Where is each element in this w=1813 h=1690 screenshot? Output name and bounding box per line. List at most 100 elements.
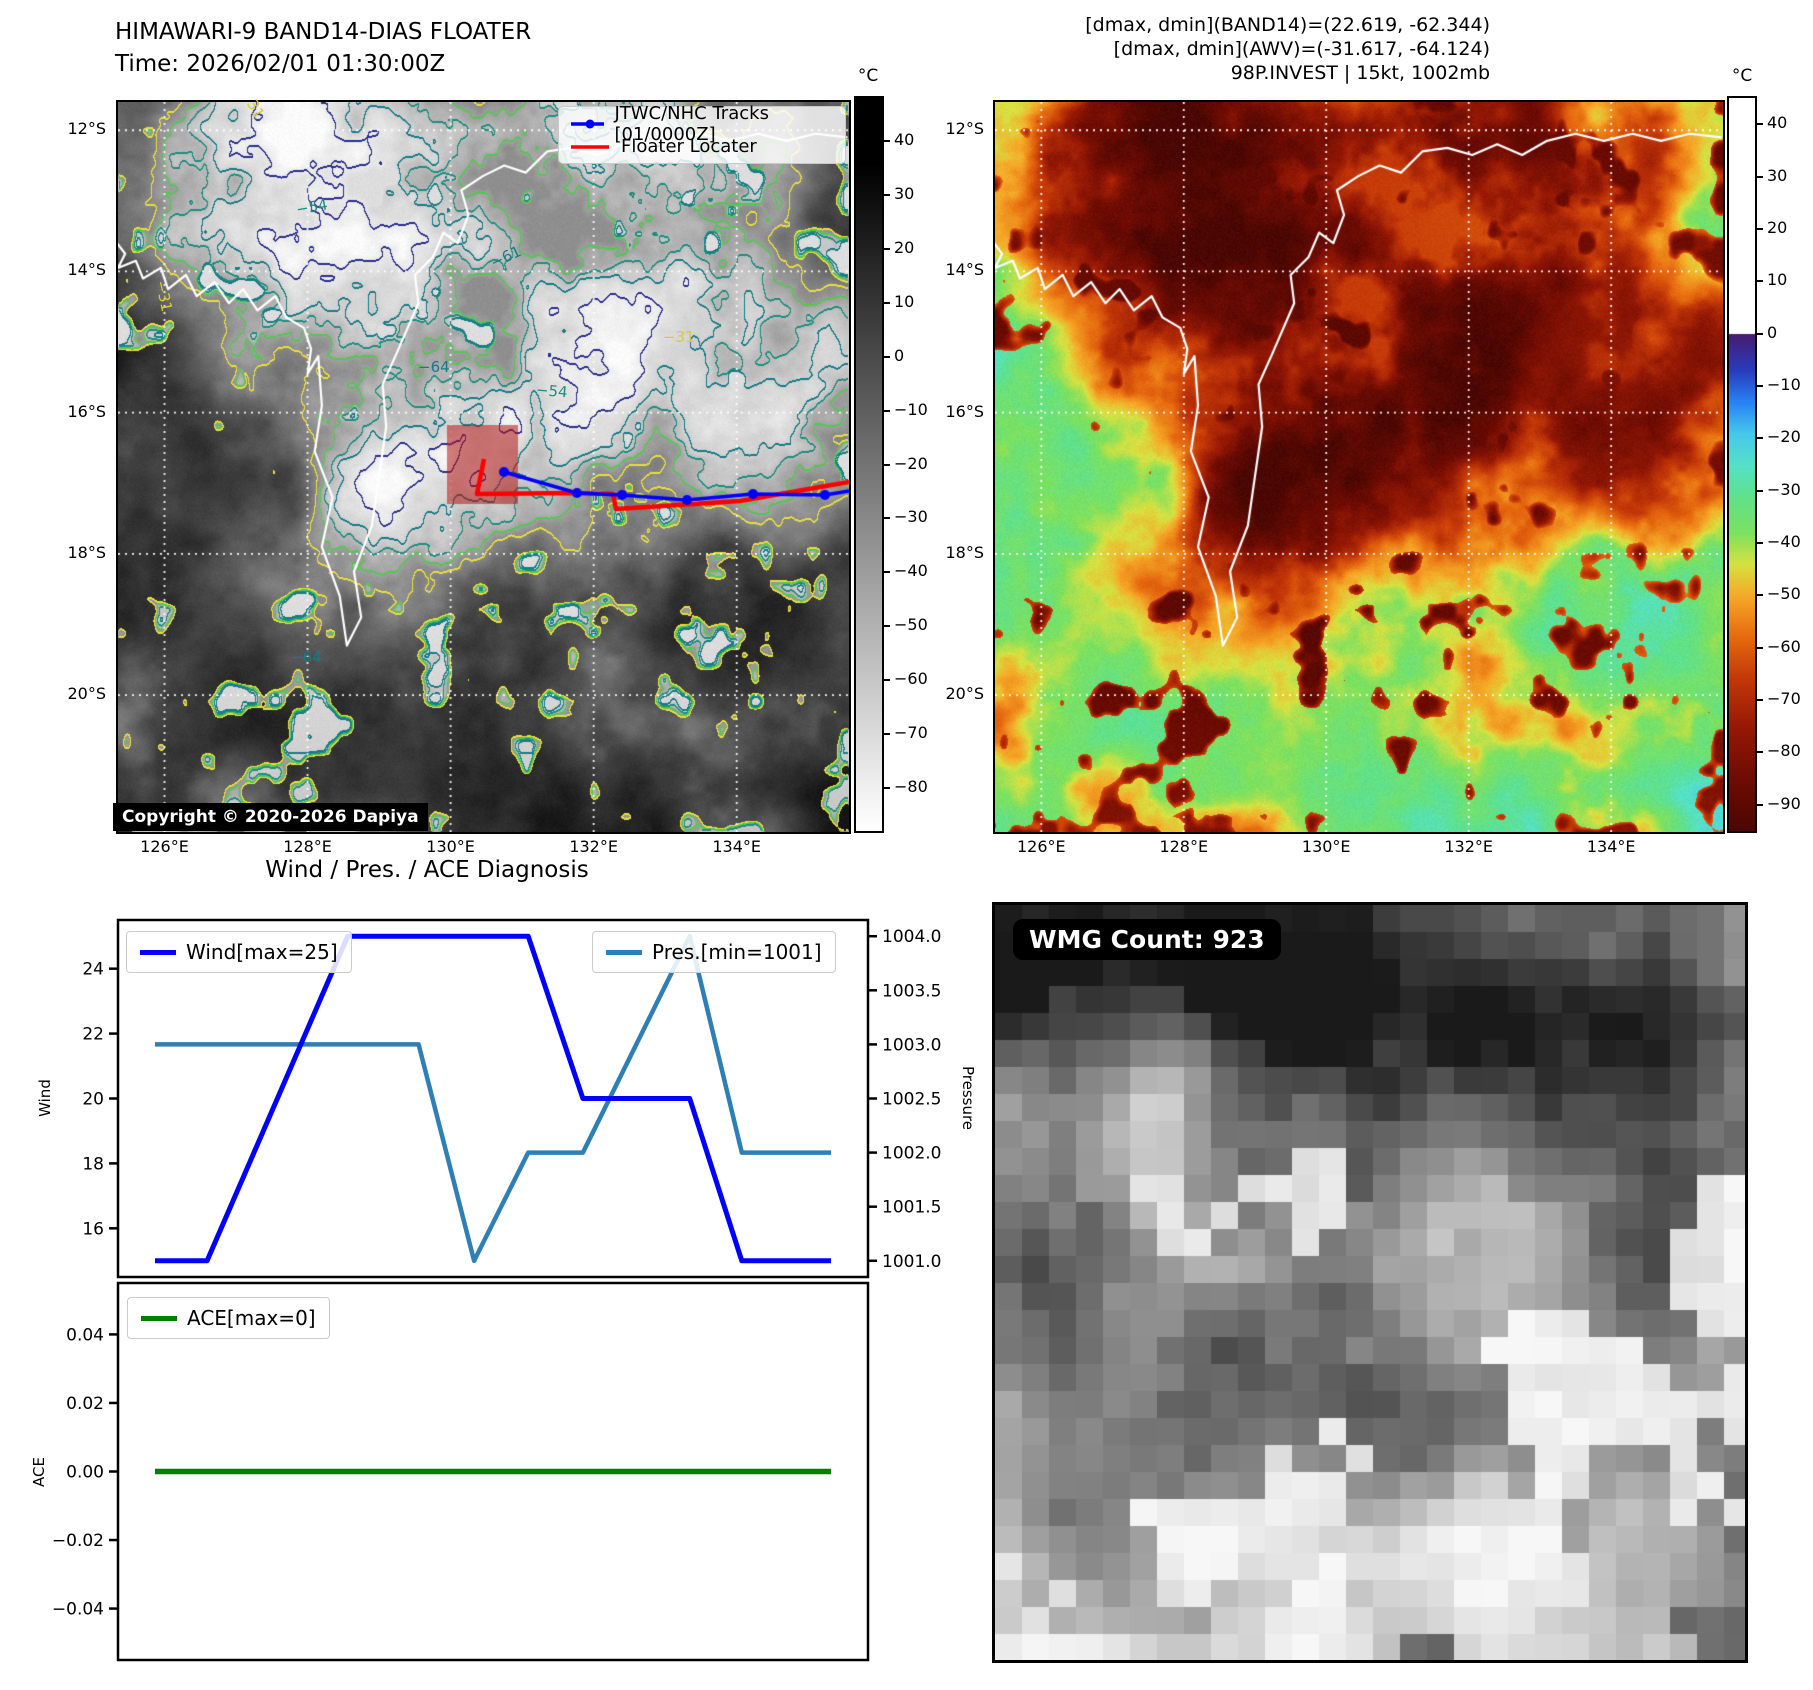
band14-panel-header: HIMAWARI-9 BAND14-DIAS FLOATER Time: 202… xyxy=(115,16,531,80)
x-tick-label: 132°E xyxy=(1444,837,1494,856)
x-tick-label: 134°E xyxy=(712,837,762,856)
contour-label: −31 xyxy=(663,328,695,346)
colorbar-tick-mark xyxy=(882,355,890,358)
pressure-tick-label: 1001.0 xyxy=(882,1252,941,1272)
colorbar-tick-mark xyxy=(1755,594,1763,597)
colorbar-tick-mark xyxy=(882,679,890,682)
awv-colorbar-unit: °C xyxy=(1731,66,1753,86)
colorbar-tick-mark xyxy=(1755,175,1763,178)
legend-line-icon xyxy=(606,949,642,955)
pressure-tick-label: 1001.5 xyxy=(882,1198,941,1218)
legend-item-label: Wind[max=25] xyxy=(186,940,338,964)
awv-satellite-canvas xyxy=(993,100,1725,834)
colorbar-tick-mark xyxy=(1755,751,1763,754)
legend-item-label: ACE[max=0] xyxy=(187,1306,316,1330)
pressure-tick-label: 1003.0 xyxy=(882,1035,941,1055)
ace-legend: ACE[max=0] xyxy=(127,1297,330,1339)
colorbar-tick-mark xyxy=(1755,803,1763,806)
colorbar-tick-mark xyxy=(1755,332,1763,335)
y-tick-label: 18°S xyxy=(945,542,984,562)
x-tick-label: 130°E xyxy=(426,837,475,856)
wmg-microwave-canvas xyxy=(992,902,1748,1663)
wind-pressure-frame xyxy=(116,918,870,1279)
colorbar-tick-mark xyxy=(882,301,890,304)
awv-colorbar xyxy=(1727,96,1757,833)
wmg-count-badge: WMG Count: 923 xyxy=(1013,919,1281,960)
colorbar-tick-label: −80 xyxy=(894,776,928,796)
colorbar-tick-label: 20 xyxy=(1767,217,1788,237)
colorbar-tick-label: 0 xyxy=(894,345,905,365)
colorbar-tick-mark xyxy=(1755,123,1763,126)
ace-tick-label: −0.04 xyxy=(52,1600,104,1620)
track-line-icon xyxy=(571,144,609,149)
colorbar-tick-label: −40 xyxy=(1767,532,1801,552)
colorbar-tick-mark xyxy=(882,571,890,574)
y-tick-label: 14°S xyxy=(67,260,106,280)
colorbar-tick-mark xyxy=(1755,542,1763,545)
contour-label: −64 xyxy=(418,358,450,376)
y-tick-label: 12°S xyxy=(67,119,106,139)
colorbar-tick-mark xyxy=(1755,437,1763,440)
contour-label: −54 xyxy=(535,380,569,402)
pressure-tick-label: 1002.0 xyxy=(882,1144,941,1164)
y-tick-label: 14°S xyxy=(945,260,984,280)
legend-item: Floater Locater xyxy=(569,135,835,158)
wind-axis-label: Wind xyxy=(36,1079,54,1117)
colorbar-tick-mark xyxy=(882,194,890,196)
colorbar-tick-mark xyxy=(1755,384,1763,387)
y-tick-label: 20°S xyxy=(945,684,984,704)
diagnosis-chart-title: Wind / Pres. / ACE Diagnosis xyxy=(265,857,589,883)
colorbar-tick-label: −50 xyxy=(1767,584,1801,604)
ace-frame xyxy=(116,1281,870,1662)
wind-max-25--series xyxy=(155,933,831,1264)
wind-tick-label: 16 xyxy=(82,1219,104,1239)
ace-tick-label: 0.00 xyxy=(66,1463,104,1483)
y-tick-label: 16°S xyxy=(945,401,984,421)
colorbar-tick-label: −10 xyxy=(894,399,928,419)
colorbar-tick-label: 20 xyxy=(894,237,915,257)
band14-colorbar xyxy=(854,96,884,833)
y-tick-label: 16°S xyxy=(67,401,106,421)
colorbar-tick-label: 10 xyxy=(894,291,915,311)
colorbar-tick-mark xyxy=(882,247,890,250)
ace-tick-label: 0.04 xyxy=(66,1325,104,1345)
colorbar-tick-label: −30 xyxy=(1767,479,1801,499)
colorbar-tick-label: 0 xyxy=(1767,322,1778,342)
x-tick-label: 130°E xyxy=(1301,837,1351,856)
colorbar-tick-label: −30 xyxy=(894,507,928,527)
band14-colorbar-unit: °C xyxy=(857,66,879,86)
legend-item-label: Pres.[min=1001] xyxy=(652,940,822,964)
colorbar-tick-mark xyxy=(882,140,890,143)
colorbar-tick-label: −20 xyxy=(1767,427,1801,447)
wind-tick-label: 18 xyxy=(82,1154,104,1174)
copyright-badge: Copyright © 2020-2026 Dapiya xyxy=(113,803,428,831)
contour-label: −64 xyxy=(290,648,322,666)
pressure-tick-label: 1004.0 xyxy=(882,927,941,947)
colorbar-tick-label: −60 xyxy=(1767,636,1801,656)
ace-tick-label: −0.02 xyxy=(52,1531,104,1551)
wind-tick-label: 24 xyxy=(82,960,104,980)
track-legend: JTWC/NHC Tracks [01/0000Z] Floater Locate… xyxy=(558,103,846,164)
ace-axis-label: ACE xyxy=(30,1457,48,1487)
colorbar-tick-mark xyxy=(882,786,890,789)
colorbar-tick-label: 40 xyxy=(1767,113,1788,133)
colorbar-tick-mark xyxy=(1755,227,1763,230)
wind-tick-label: 20 xyxy=(82,1090,104,1110)
time-label: Time: 2026/02/01 01:30:00Z xyxy=(115,51,446,77)
pressure-tick-label: 1002.5 xyxy=(882,1090,941,1110)
legend-item-label: JTWC/NHC Tracks [01/0000Z] xyxy=(614,102,769,145)
x-tick-label: 134°E xyxy=(1586,837,1636,856)
colorbar-tick-label: −20 xyxy=(894,453,928,473)
page-title: HIMAWARI-9 BAND14-DIAS FLOATER xyxy=(115,19,532,45)
colorbar-tick-mark xyxy=(882,463,890,466)
x-tick-label: 128°E xyxy=(283,837,332,856)
legend-item: JTWC/NHC Tracks [01/0000Z] xyxy=(569,103,835,145)
colorbar-tick-mark xyxy=(1755,699,1763,702)
band14-dmax-dmin: [dmax, dmin](BAND14)=(22.619, -62.344) xyxy=(1085,14,1490,36)
band14-satellite-canvas xyxy=(116,100,851,834)
colorbar-tick-mark xyxy=(882,732,890,735)
colorbar-tick-label: −90 xyxy=(1767,793,1801,813)
colorbar-tick-label: −80 xyxy=(1767,741,1801,761)
pressure-axis-label: Pressure xyxy=(959,1066,977,1130)
